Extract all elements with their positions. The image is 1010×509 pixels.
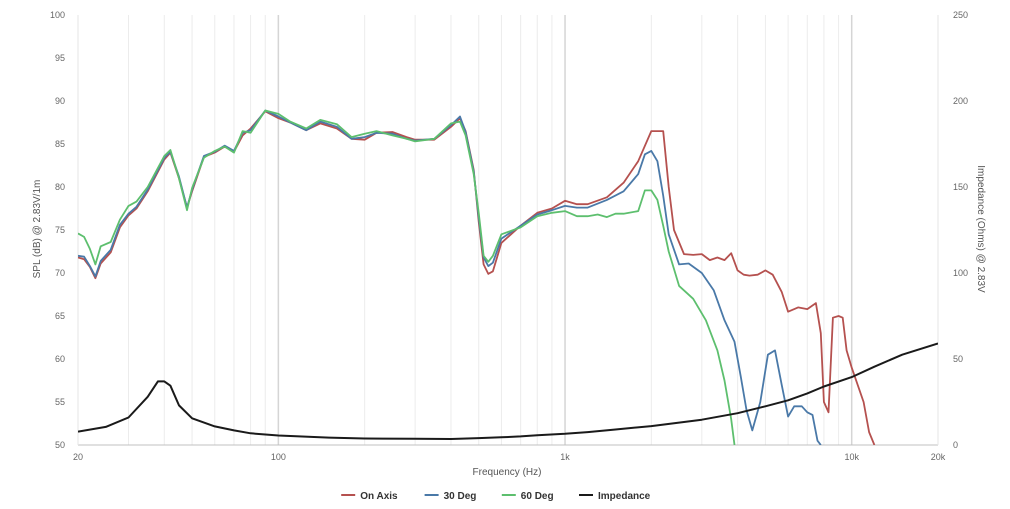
x-tick-label: 100 bbox=[271, 452, 286, 462]
grid-lines bbox=[77, 15, 939, 446]
y-axis-title: SPL (dB) @ 2.83V/1m bbox=[32, 180, 43, 279]
y-tick-label: 70 bbox=[55, 268, 65, 278]
legend-item-60-deg[interactable]: 60 Deg bbox=[501, 491, 554, 502]
y-tick-label: 60 bbox=[55, 354, 65, 364]
y-tick-label: 75 bbox=[55, 225, 65, 235]
series-line-60-deg bbox=[78, 109, 736, 445]
legend-item-30-deg[interactable]: 30 Deg bbox=[424, 491, 477, 502]
y2-axis-ticks: 0 50 100 150 200 250 bbox=[953, 10, 968, 450]
y-tick-label: 90 bbox=[55, 96, 65, 106]
legend-item-impedance[interactable]: Impedance bbox=[579, 491, 651, 502]
y2-tick-label: 200 bbox=[953, 96, 968, 106]
x-axis-ticks: 20 100 1k 10k 20k bbox=[73, 452, 946, 462]
legend: On Axis 30 Deg 60 Deg Impedance bbox=[341, 491, 651, 502]
y2-tick-label: 150 bbox=[953, 182, 968, 192]
legend-label: Impedance bbox=[598, 491, 651, 502]
y2-tick-label: 250 bbox=[953, 10, 968, 20]
x-axis-title: Frequency (Hz) bbox=[473, 467, 542, 478]
y-tick-label: 100 bbox=[50, 10, 65, 20]
y-tick-label: 80 bbox=[55, 182, 65, 192]
series-lines bbox=[78, 109, 938, 445]
y2-tick-label: 100 bbox=[953, 268, 968, 278]
legend-label: On Axis bbox=[360, 491, 398, 502]
y-tick-label: 85 bbox=[55, 139, 65, 149]
y-tick-label: 50 bbox=[55, 440, 65, 450]
x-tick-label: 1k bbox=[560, 452, 570, 462]
y-tick-label: 65 bbox=[55, 311, 65, 321]
legend-label: 60 Deg bbox=[521, 491, 554, 502]
y-tick-label: 55 bbox=[55, 397, 65, 407]
x-tick-label: 20k bbox=[931, 452, 946, 462]
x-tick-label: 20 bbox=[73, 452, 83, 462]
legend-item-on-axis[interactable]: On Axis bbox=[341, 491, 398, 502]
y2-tick-label: 0 bbox=[953, 440, 958, 450]
series-line-impedance bbox=[78, 342, 938, 440]
y2-tick-label: 50 bbox=[953, 354, 963, 364]
y2-axis-title: Impedance (Ohms) @ 2.83V bbox=[975, 165, 986, 293]
x-tick-label: 10k bbox=[844, 452, 859, 462]
legend-label: 30 Deg bbox=[444, 491, 477, 502]
y-tick-label: 95 bbox=[55, 53, 65, 63]
y-axis-ticks: 50 55 60 65 70 75 80 85 90 95 100 bbox=[50, 10, 65, 450]
series-line-30-deg bbox=[78, 109, 822, 445]
series-line-on-axis bbox=[78, 110, 876, 445]
